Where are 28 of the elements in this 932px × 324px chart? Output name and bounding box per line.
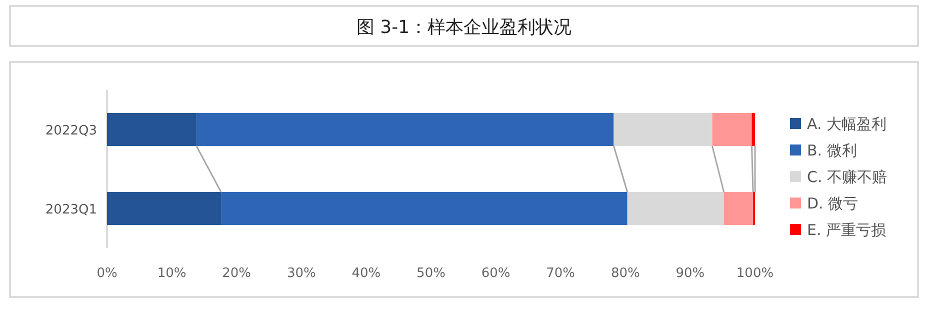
x-tick-label: 100% xyxy=(736,266,774,281)
x-tick-label: 90% xyxy=(676,266,705,281)
x-tick-label: 10% xyxy=(157,266,186,281)
legend-label: B. 微利 xyxy=(807,142,857,160)
bar xyxy=(614,113,712,146)
bar xyxy=(724,192,754,225)
bar xyxy=(107,113,196,146)
y-tick-label: 2023Q1 xyxy=(45,202,97,218)
legend-label: A. 大幅盈利 xyxy=(807,115,887,133)
bar xyxy=(752,113,755,146)
x-tick-label: 30% xyxy=(286,266,316,281)
legend-label: C. 不赚不赔 xyxy=(807,168,888,186)
legend-label: E. 严重亏损 xyxy=(807,221,886,239)
bar xyxy=(107,192,222,225)
x-tick-label: 80% xyxy=(610,266,640,281)
y-tick-label: 2022Q3 xyxy=(45,124,97,138)
x-tick-label: 50% xyxy=(416,266,446,281)
x-tick-label: 0% xyxy=(96,266,118,281)
x-tick-label: 70% xyxy=(546,266,576,281)
bar xyxy=(627,192,724,225)
x-tick-label: 20% xyxy=(222,266,252,281)
x-tick-label: 40% xyxy=(352,266,381,281)
legend-label: D. 微亏 xyxy=(807,194,858,212)
bar xyxy=(196,113,614,146)
bar xyxy=(712,113,752,146)
x-tick-label: 60% xyxy=(481,266,510,281)
bar xyxy=(221,192,628,225)
chart-title: 图 3-1：样本企业盈利状况 xyxy=(356,17,572,38)
